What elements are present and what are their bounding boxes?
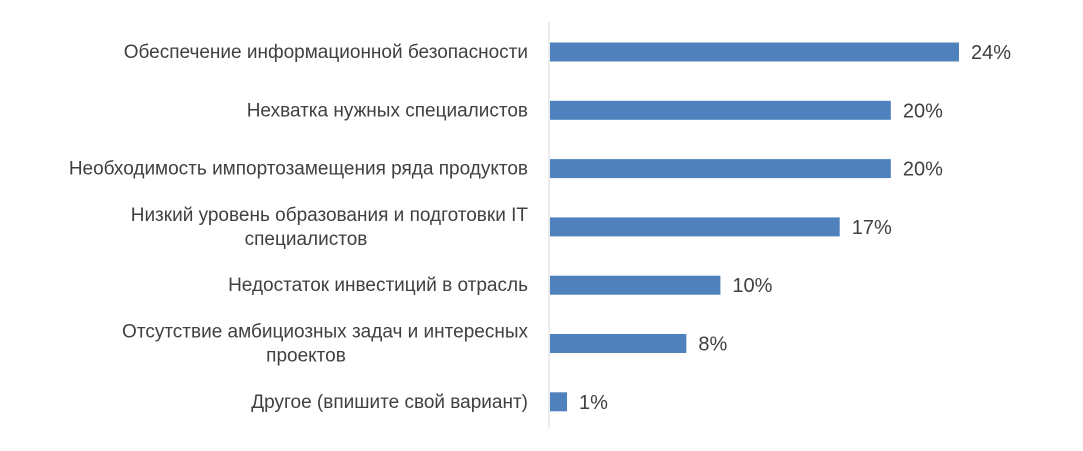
value-label-6: 1%	[579, 392, 608, 414]
bar-2	[550, 159, 891, 179]
category-label-1: Нехватка нужных специалистов	[247, 100, 528, 121]
category-label-6-line-0: Другое (впишите свой вариант)	[251, 392, 528, 413]
category-label-5-line-1: проектов	[266, 346, 346, 367]
bar-5	[550, 334, 687, 353]
value-label-4: 10%	[732, 275, 772, 297]
bars-group	[550, 42, 959, 412]
bar-4	[550, 275, 721, 295]
category-label-0: Обеспечение информационной безопасности	[124, 42, 528, 63]
value-label-5: 8%	[698, 334, 727, 356]
bar-0	[550, 42, 959, 62]
category-label-1-line-0: Нехватка нужных специалистов	[247, 100, 528, 121]
category-label-2: Необходимость импортозамещения ряда прод…	[69, 159, 528, 180]
value-labels-group: 24% 20% 20% 17% 10% 8% 1%	[579, 42, 1011, 414]
value-label-1: 20%	[903, 100, 943, 122]
category-label-5: Отсутствие амбициозных задач и интересны…	[122, 322, 528, 367]
category-label-4-line-0: Недостаток инвестиций в отрасль	[228, 275, 528, 296]
category-label-2-line-0: Необходимость импортозамещения ряда прод…	[69, 159, 528, 180]
bar-3	[550, 217, 840, 237]
category-label-0-line-0: Обеспечение информационной безопасности	[124, 42, 528, 63]
category-label-6: Другое (впишите свой вариант)	[251, 392, 528, 413]
category-label-3-line-1: специалистов	[245, 229, 368, 250]
category-label-3: Низкий уровень образования и подготовки …	[131, 205, 529, 250]
category-label-5-line-0: Отсутствие амбициозных задач и интересны…	[122, 322, 528, 343]
value-label-2: 20%	[903, 159, 943, 181]
value-label-3: 17%	[852, 217, 892, 239]
bar-1	[550, 100, 891, 120]
value-label-0: 24%	[971, 42, 1011, 64]
bar-6	[550, 392, 568, 412]
category-labels-group: Обеспечение информационной безопасности Н…	[69, 42, 529, 413]
category-label-3-line-0: Низкий уровень образования и подготовки …	[131, 205, 529, 226]
category-label-4: Недостаток инвестиций в отрасль	[228, 275, 528, 296]
